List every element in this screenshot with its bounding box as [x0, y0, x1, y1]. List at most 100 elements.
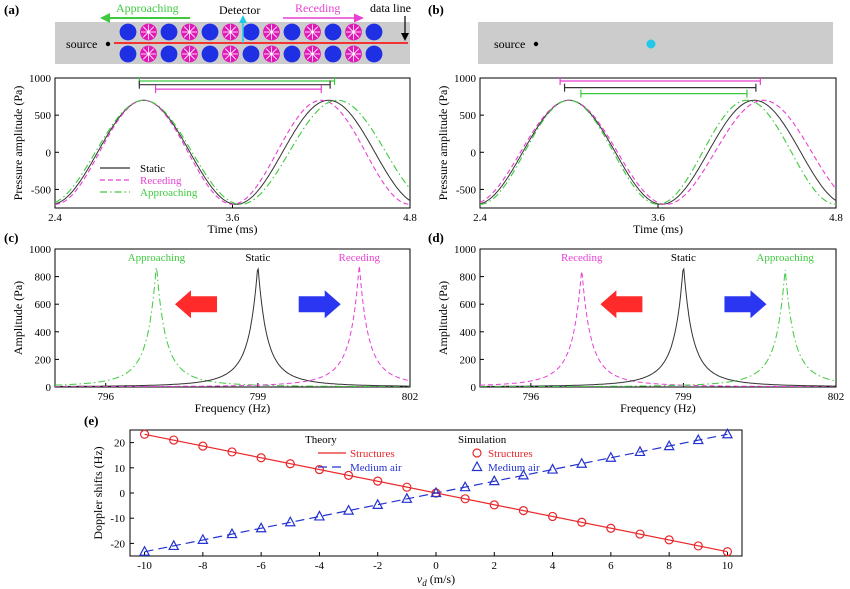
marker-structures [285, 459, 295, 469]
legend-marker-medium-air [471, 460, 483, 472]
arrow-left [175, 290, 217, 319]
y-axis-label: Doppler shifts (Hz) [91, 446, 105, 539]
plot-frame [54, 77, 411, 209]
structure-circle-blue [283, 23, 301, 41]
marker-structures [139, 429, 150, 439]
x-axis-label: Time (ms) [633, 222, 683, 236]
chart-a: -500 0 500 1000 2.4 3.6 4.8 Time (ms) Pressure a… [11, 73, 417, 236]
structure-circle-blue [242, 23, 260, 41]
y-tick-label: -10 [110, 513, 125, 525]
x-tick-label: 10 [722, 560, 734, 572]
marker-structures [489, 500, 499, 510]
data-line-label: data line [370, 1, 411, 15]
structure-spoke [224, 26, 237, 38]
y-tick-label: 0 [471, 382, 477, 394]
schematic-b: source [478, 22, 833, 64]
panel-label-b: (b) [428, 2, 444, 17]
spectrum-static [480, 267, 836, 387]
x-tick-label: 0 [433, 560, 439, 572]
panel-label-e: (e) [84, 413, 98, 428]
marker-medium-air [576, 457, 588, 468]
y-tick-label: 0 [46, 382, 52, 394]
marker-structures [373, 476, 383, 486]
x-tick-label: 8 [666, 560, 672, 572]
marker-structures [518, 506, 529, 516]
marker-medium-air [546, 463, 559, 474]
peak-label-receding: Receding [339, 252, 381, 264]
panel-label-c: (c) [4, 230, 18, 245]
x-tick-label: 2.4 [48, 212, 62, 224]
marker-medium-air [430, 486, 442, 498]
series-line-approaching [480, 99, 836, 205]
x-tick-label: -10 [137, 560, 152, 572]
peak-label-approaching: Approaching [128, 252, 186, 264]
x-tick-label: 802 [828, 391, 845, 403]
legend-label-medium-air: Medium air [350, 462, 402, 474]
structure-circle-blue [160, 23, 178, 41]
data-line-arrow [401, 16, 409, 41]
y-tick-label: 10 [114, 463, 126, 475]
chart-c: 0 200 400 600 800 1000 796 799 802 Frequency (Hz)… [11, 244, 418, 415]
structure-spoke [224, 48, 237, 60]
y-tick-label: 400 [35, 327, 52, 339]
x-axis-label: vd (m/s) [417, 572, 455, 588]
structure-spoke [347, 48, 360, 60]
marker-medium-air [721, 428, 734, 439]
peak-label-static: Static [671, 252, 696, 264]
peak-label-static: Static [245, 252, 270, 264]
marker-structures [664, 535, 674, 545]
structure-spoke [142, 26, 155, 38]
structure-circle-blue [324, 23, 342, 41]
legend-label: Receding [140, 175, 182, 187]
marker-structures [693, 541, 703, 551]
marker-medium-air [663, 439, 675, 451]
detector-label: Detector [219, 3, 260, 17]
legend-label-sim-medium-air: Medium air [488, 462, 540, 474]
receding-label: Receding [295, 1, 340, 15]
marker-structures [402, 482, 412, 492]
source-dot-b [533, 41, 539, 47]
structure-spoke [183, 48, 196, 60]
y-tick-label: 600 [35, 299, 52, 311]
x-tick-label: 4 [550, 560, 556, 572]
x-tick-label: 3.6 [651, 212, 665, 224]
legend-marker-structures [472, 448, 482, 458]
y-tick-label: 500 [35, 110, 52, 122]
marker-structures [606, 523, 616, 533]
y-tick-label: 200 [460, 354, 477, 366]
legend-label-sim-structures: Structures [488, 448, 533, 460]
structure-spoke [265, 26, 278, 38]
structure-circle-blue [201, 45, 219, 63]
legend-label: Approaching [140, 187, 198, 199]
structure-circle-blue [324, 45, 342, 63]
structure-circle-blue [365, 45, 383, 63]
structure-spoke [183, 26, 196, 38]
x-axis-label: Frequency (Hz) [620, 401, 696, 415]
y-tick-label: 1000 [29, 73, 52, 85]
marker-structures [547, 511, 558, 522]
plot-frame [54, 248, 411, 388]
structure-spoke [347, 26, 360, 38]
x-tick-label: -2 [373, 560, 382, 572]
chart-d: 0 200 400 600 800 1000 796 799 802 Frequency (Hz)… [436, 244, 844, 415]
structure-spoke [306, 48, 319, 60]
detector-dot-b [646, 39, 656, 49]
structure-spoke [142, 48, 155, 60]
marker-structures [635, 529, 645, 539]
plot-frame [479, 248, 837, 388]
panel-label-a: (a) [4, 2, 19, 17]
series-line-approaching [55, 99, 410, 205]
legend-label: Static [140, 163, 165, 175]
marker-structures [577, 517, 587, 527]
x-axis-label-sub: d [422, 578, 427, 588]
legend-label-structures: Structures [350, 448, 395, 460]
x-tick-label: 796 [97, 391, 114, 403]
y-axis-label: Pressure amplitude (Pa) [436, 86, 450, 201]
x-axis-label-var: v [417, 572, 423, 586]
structure-circle-blue [365, 23, 383, 41]
legend-title-theory: Theory [305, 434, 337, 446]
marker-medium-air [255, 522, 267, 533]
marker-medium-air [401, 492, 413, 503]
y-tick-label: -500 [456, 184, 477, 196]
